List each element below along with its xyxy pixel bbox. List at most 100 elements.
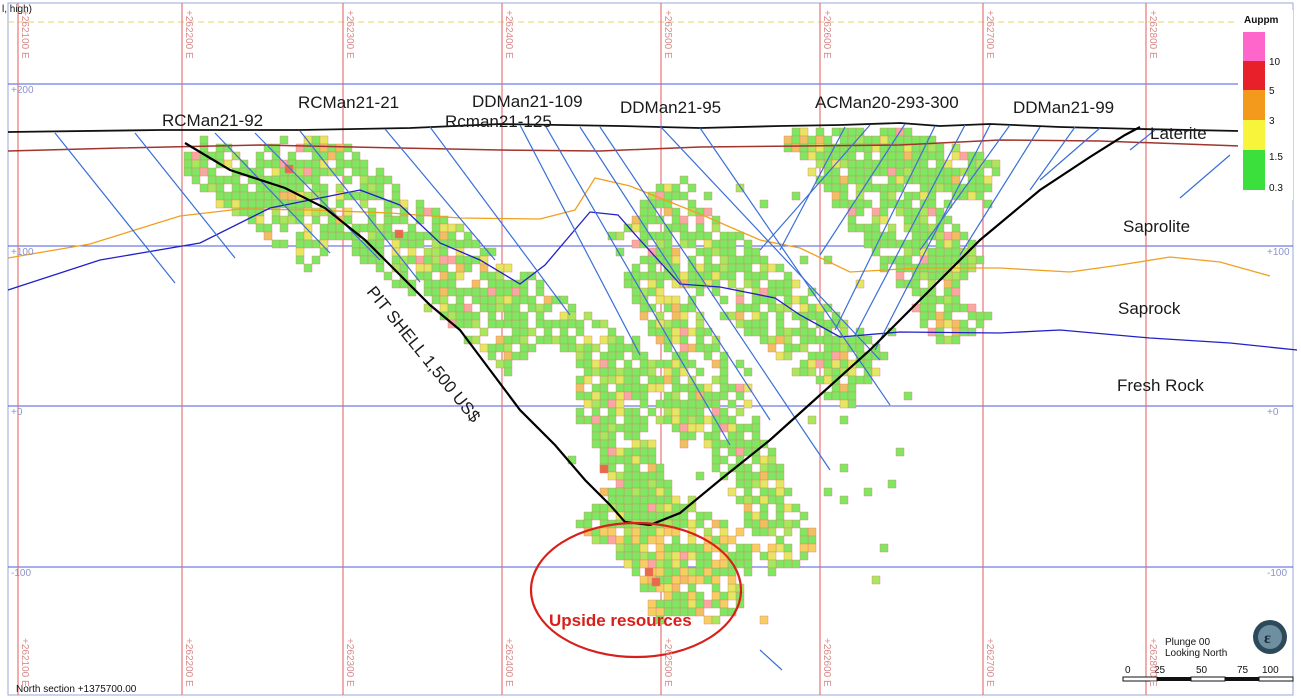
grade-block xyxy=(967,191,977,201)
grade-block xyxy=(255,167,265,177)
grade-block xyxy=(711,359,721,369)
grade-block xyxy=(607,407,617,417)
grade-block xyxy=(759,255,769,265)
grade-block xyxy=(719,535,729,545)
grade-block xyxy=(359,167,369,177)
grade-block xyxy=(623,463,633,473)
grade-block xyxy=(903,391,913,401)
grade-block xyxy=(759,327,769,337)
grade-block xyxy=(615,351,625,361)
grade-block xyxy=(983,175,993,185)
grade-block xyxy=(303,175,313,185)
grade-block xyxy=(631,495,641,505)
grade-block xyxy=(295,247,305,257)
grade-block xyxy=(487,247,497,257)
grade-block xyxy=(767,287,777,297)
grade-block xyxy=(495,287,505,297)
grade-block xyxy=(647,535,657,545)
rl-label-left: +100 xyxy=(11,247,34,258)
grade-block xyxy=(839,151,849,161)
grade-block xyxy=(679,599,689,609)
grade-block xyxy=(671,503,681,513)
grade-block xyxy=(671,391,681,401)
legend-title: Auppm xyxy=(1244,15,1279,26)
grade-block xyxy=(487,287,497,297)
grade-block xyxy=(959,271,969,281)
grade-block xyxy=(591,383,601,393)
grade-block xyxy=(415,263,425,273)
grade-block xyxy=(543,303,553,313)
easting-label-top: +262400 E xyxy=(503,10,514,59)
grade-block-high xyxy=(644,567,654,577)
grade-block xyxy=(607,375,617,385)
grade-block xyxy=(935,151,945,161)
scale-bar xyxy=(1122,676,1294,682)
laterite-base-line xyxy=(7,139,1241,152)
grade-block xyxy=(663,583,673,593)
grade-block xyxy=(631,455,641,465)
grade-block xyxy=(911,135,921,145)
grade-block xyxy=(815,127,825,137)
grade-block xyxy=(887,183,897,193)
grade-block xyxy=(335,231,345,241)
grade-block xyxy=(231,183,241,193)
grade-block xyxy=(727,535,737,545)
grade-block xyxy=(271,175,281,185)
grade-block xyxy=(599,487,609,497)
grade-block xyxy=(943,311,953,321)
grade-block xyxy=(607,423,617,433)
grade-block xyxy=(559,295,569,305)
grade-block xyxy=(407,231,417,241)
grade-block xyxy=(895,447,905,457)
grade-block xyxy=(735,559,745,569)
grade-block xyxy=(543,319,553,329)
grade-block xyxy=(447,255,457,265)
grade-block xyxy=(727,271,737,281)
grade-block xyxy=(519,311,529,321)
grade-block xyxy=(359,223,369,233)
grade-block xyxy=(463,263,473,273)
grade-block xyxy=(623,391,633,401)
grade-block xyxy=(319,151,329,161)
grade-block xyxy=(623,551,633,561)
grade-block-high xyxy=(651,577,661,587)
grade-block xyxy=(935,231,945,241)
grade-block xyxy=(751,423,761,433)
grade-block xyxy=(319,247,329,257)
grade-block xyxy=(647,607,657,617)
grade-block xyxy=(663,375,673,385)
grade-block xyxy=(471,279,481,289)
grade-block xyxy=(455,303,465,313)
grade-block xyxy=(759,511,769,521)
grade-block xyxy=(631,567,641,577)
grade-block xyxy=(663,207,673,217)
grade-block xyxy=(719,439,729,449)
grade-block xyxy=(823,367,833,377)
grade-block xyxy=(967,327,977,337)
grade-block xyxy=(695,423,705,433)
grade-block xyxy=(607,439,617,449)
grade-block xyxy=(639,231,649,241)
grade-block xyxy=(623,455,633,465)
grade-block xyxy=(487,303,497,313)
grade-block xyxy=(599,535,609,545)
grade-block xyxy=(935,335,945,345)
grade-block xyxy=(559,319,569,329)
grade-block xyxy=(767,527,777,537)
grade-block xyxy=(855,175,865,185)
grade-block xyxy=(655,527,665,537)
rl-label-left: -100 xyxy=(11,568,31,579)
grade-block xyxy=(455,223,465,233)
drillhole-trace xyxy=(254,132,381,261)
grade-block xyxy=(687,543,697,553)
grade-block xyxy=(343,143,353,153)
drillhole-label-rcman21-125: Rcman21-125 xyxy=(445,112,552,131)
grade-block xyxy=(743,263,753,273)
easting-label-bottom: +262700 E xyxy=(984,638,995,687)
grade-block xyxy=(839,391,849,401)
grade-block xyxy=(447,287,457,297)
grade-block xyxy=(639,391,649,401)
grade-block xyxy=(679,399,689,409)
grade-block xyxy=(647,359,657,369)
grade-block xyxy=(671,399,681,409)
